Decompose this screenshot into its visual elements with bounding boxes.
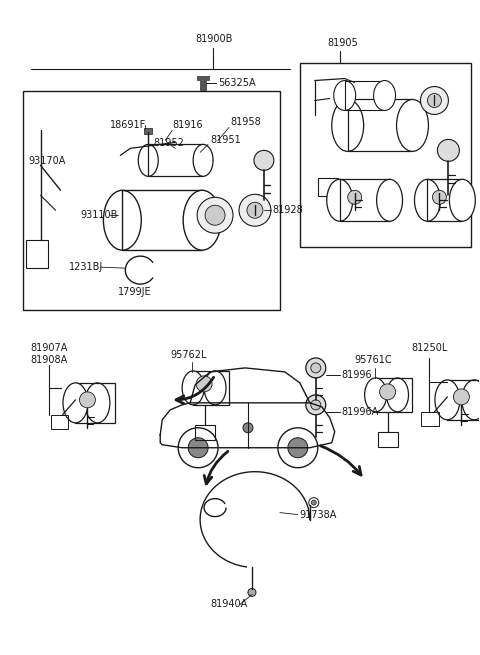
- Text: 91738A: 91738A: [300, 510, 337, 519]
- Bar: [50, 415, 69, 429]
- Text: 56325A: 56325A: [218, 77, 256, 88]
- Circle shape: [348, 191, 361, 204]
- Circle shape: [178, 428, 218, 468]
- Circle shape: [254, 151, 274, 170]
- Text: 81940A: 81940A: [210, 599, 247, 609]
- Circle shape: [454, 389, 469, 405]
- Bar: [376, 378, 411, 412]
- Text: 95762L: 95762L: [170, 350, 207, 360]
- Bar: [348, 100, 412, 151]
- Ellipse shape: [386, 378, 408, 412]
- Circle shape: [288, 438, 308, 458]
- Ellipse shape: [204, 371, 226, 405]
- Circle shape: [196, 376, 212, 392]
- Circle shape: [80, 392, 96, 408]
- Bar: [75, 383, 115, 422]
- Circle shape: [428, 94, 442, 107]
- Text: 95761C: 95761C: [355, 355, 392, 365]
- Bar: [122, 191, 202, 250]
- Bar: [300, 63, 471, 247]
- Bar: [148, 144, 203, 176]
- Bar: [345, 81, 384, 111]
- Text: 81907A: 81907A: [31, 343, 68, 353]
- Circle shape: [311, 363, 321, 373]
- Circle shape: [247, 202, 263, 218]
- Ellipse shape: [332, 100, 364, 151]
- Circle shape: [306, 358, 326, 378]
- Bar: [25, 240, 48, 268]
- Bar: [195, 425, 215, 440]
- Ellipse shape: [365, 378, 386, 412]
- Circle shape: [437, 140, 459, 161]
- Text: 81958: 81958: [230, 117, 261, 128]
- Ellipse shape: [85, 383, 110, 422]
- Ellipse shape: [182, 371, 204, 405]
- Ellipse shape: [193, 144, 213, 176]
- Text: 93170A: 93170A: [29, 157, 66, 166]
- Bar: [318, 178, 338, 196]
- Text: 81996: 81996: [342, 370, 372, 380]
- Text: 1231BJ: 1231BJ: [69, 262, 103, 272]
- Text: 81916: 81916: [172, 121, 203, 130]
- Ellipse shape: [183, 191, 221, 250]
- Text: 81908A: 81908A: [31, 355, 68, 365]
- Bar: [197, 75, 209, 79]
- Text: 81951: 81951: [210, 136, 241, 145]
- Text: 81250L: 81250L: [411, 343, 448, 353]
- Ellipse shape: [63, 383, 88, 422]
- Bar: [421, 412, 439, 426]
- Bar: [200, 75, 206, 90]
- Bar: [193, 371, 229, 405]
- Text: 81928: 81928: [272, 205, 303, 215]
- Text: 81952: 81952: [153, 138, 184, 149]
- Bar: [428, 179, 462, 221]
- Ellipse shape: [334, 81, 356, 111]
- Circle shape: [309, 498, 319, 508]
- Ellipse shape: [435, 380, 460, 420]
- Text: 1799JE: 1799JE: [119, 287, 152, 297]
- Bar: [378, 432, 397, 447]
- Text: 18691F: 18691F: [110, 121, 146, 130]
- Ellipse shape: [462, 380, 480, 420]
- Ellipse shape: [415, 179, 441, 221]
- Text: 93110B: 93110B: [81, 210, 118, 220]
- Circle shape: [248, 588, 256, 597]
- Circle shape: [239, 195, 271, 226]
- Ellipse shape: [449, 179, 475, 221]
- Circle shape: [420, 86, 448, 115]
- Circle shape: [243, 422, 253, 433]
- Ellipse shape: [373, 81, 396, 111]
- Bar: [144, 128, 152, 134]
- Text: 81900B: 81900B: [195, 33, 232, 44]
- Bar: [23, 90, 280, 310]
- Ellipse shape: [327, 179, 353, 221]
- Ellipse shape: [138, 144, 158, 176]
- Circle shape: [432, 191, 446, 204]
- Bar: [340, 179, 390, 221]
- Circle shape: [306, 395, 326, 415]
- Text: 81905: 81905: [328, 37, 359, 48]
- Bar: [447, 380, 480, 420]
- Circle shape: [197, 197, 233, 233]
- Circle shape: [205, 205, 225, 225]
- Circle shape: [188, 438, 208, 458]
- Ellipse shape: [103, 191, 141, 250]
- Circle shape: [312, 500, 316, 505]
- Circle shape: [380, 384, 396, 400]
- Ellipse shape: [396, 100, 429, 151]
- Ellipse shape: [377, 179, 403, 221]
- Text: 81996A: 81996A: [342, 407, 379, 417]
- Circle shape: [278, 428, 318, 468]
- Circle shape: [311, 400, 321, 410]
